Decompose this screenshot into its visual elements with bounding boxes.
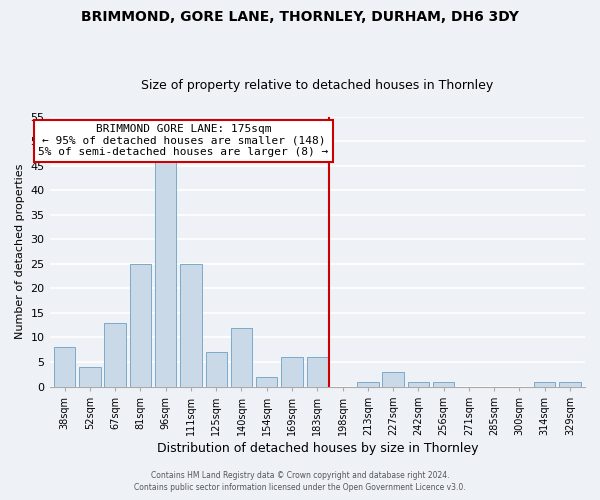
X-axis label: Distribution of detached houses by size in Thornley: Distribution of detached houses by size … bbox=[157, 442, 478, 455]
Bar bbox=[407, 382, 429, 386]
Bar bbox=[559, 382, 581, 386]
Bar bbox=[307, 357, 328, 386]
Bar bbox=[79, 367, 101, 386]
Bar bbox=[433, 382, 454, 386]
Y-axis label: Number of detached properties: Number of detached properties bbox=[15, 164, 25, 340]
Text: Contains HM Land Registry data © Crown copyright and database right 2024.
Contai: Contains HM Land Registry data © Crown c… bbox=[134, 471, 466, 492]
Text: BRIMMOND, GORE LANE, THORNLEY, DURHAM, DH6 3DY: BRIMMOND, GORE LANE, THORNLEY, DURHAM, D… bbox=[81, 10, 519, 24]
Bar bbox=[281, 357, 303, 386]
Text: BRIMMOND GORE LANE: 175sqm
← 95% of detached houses are smaller (148)
5% of semi: BRIMMOND GORE LANE: 175sqm ← 95% of deta… bbox=[38, 124, 329, 158]
Bar bbox=[231, 328, 252, 386]
Bar bbox=[180, 264, 202, 386]
Bar bbox=[382, 372, 404, 386]
Bar bbox=[54, 348, 76, 387]
Bar bbox=[256, 376, 277, 386]
Bar bbox=[534, 382, 556, 386]
Bar bbox=[206, 352, 227, 386]
Bar bbox=[357, 382, 379, 386]
Bar bbox=[130, 264, 151, 386]
Bar bbox=[155, 161, 176, 386]
Bar bbox=[104, 323, 126, 386]
Title: Size of property relative to detached houses in Thornley: Size of property relative to detached ho… bbox=[141, 79, 493, 92]
